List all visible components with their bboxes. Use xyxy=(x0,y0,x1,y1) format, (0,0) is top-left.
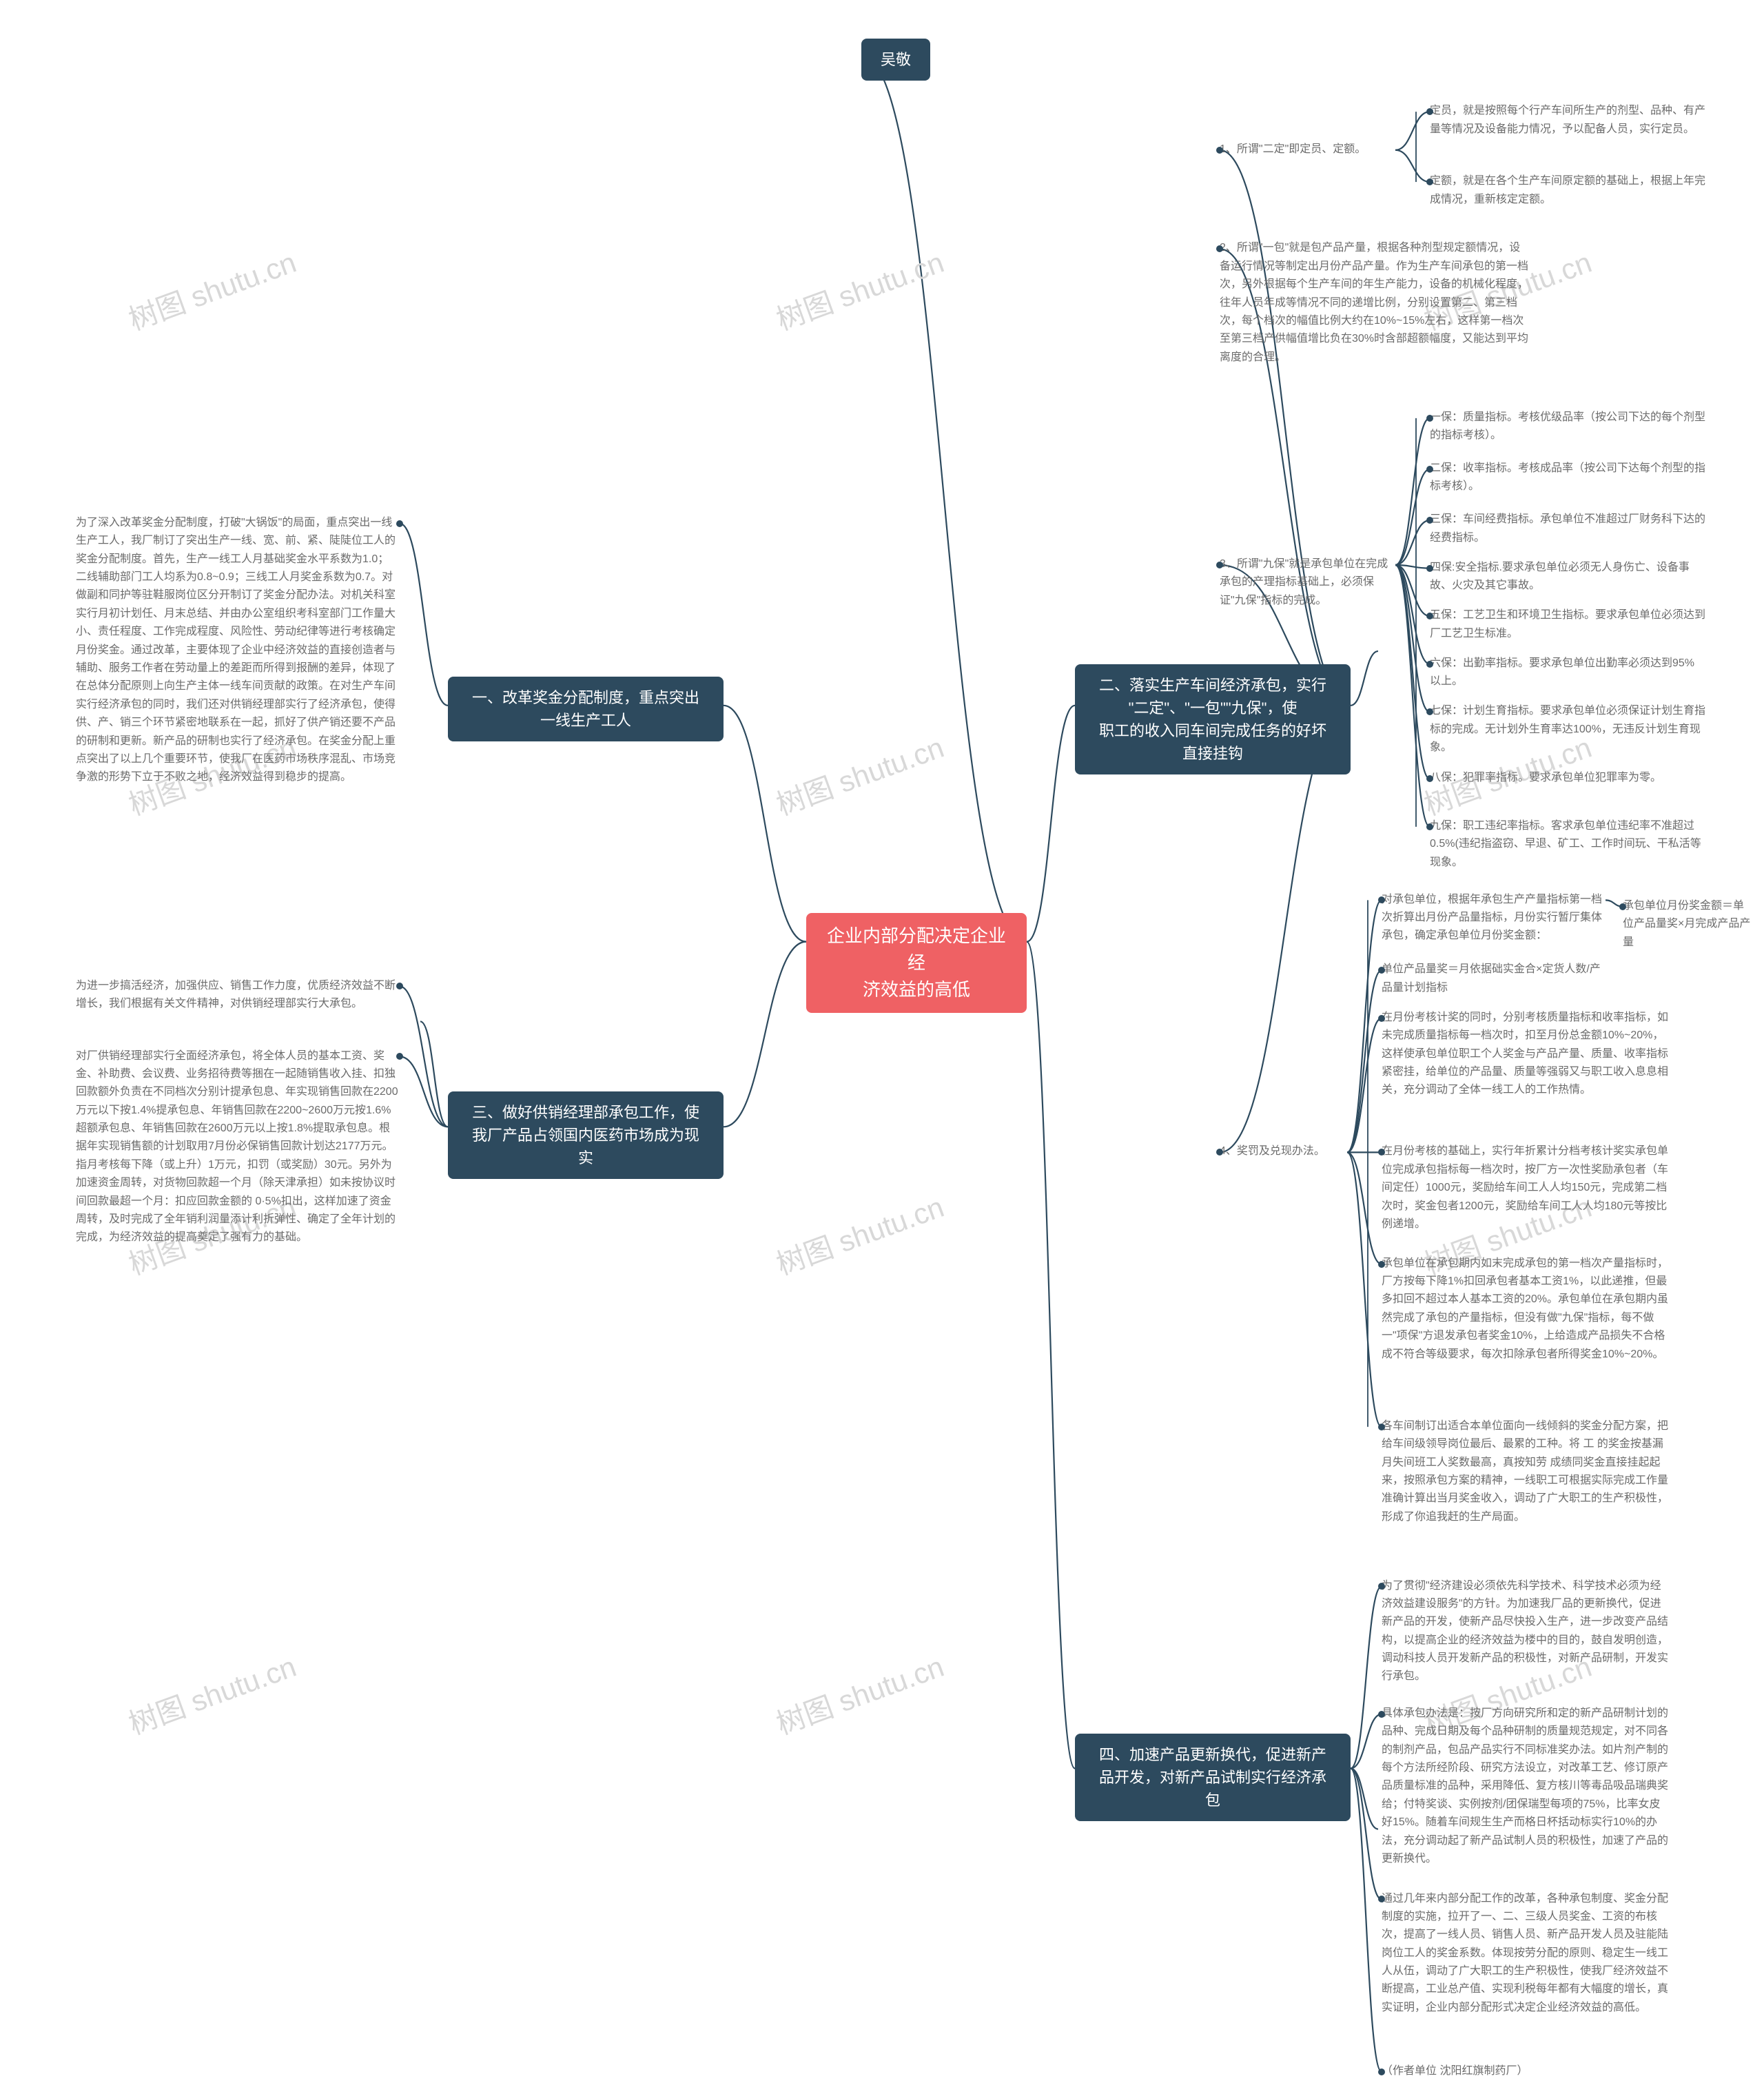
leaf-text: 三保：车间经费指标。承包单位不准超过厂财务科下达的经费指标。 xyxy=(1430,511,1705,547)
leaf-text: 定员，就是按照每个行产车间所生产的剂型、品种、有产量等情况及设备能力情况，予以配… xyxy=(1430,102,1705,138)
leaf-text: 承包单位月份奖金额＝单位产品量奖×月完成产品产量 xyxy=(1623,897,1754,952)
connector-dot xyxy=(1378,2069,1385,2075)
leaf-text: 各车间制订出适合本单位面向一线倾斜的奖金分配方案，把给车间级领导岗位最后、最累的… xyxy=(1382,1417,1671,1526)
leaf-text: 八保：犯罪率指标。要求承包单位犯罪率为零。 xyxy=(1430,769,1705,787)
mindmap-canvas: 树图 shutu.cn 树图 shutu.cn 树图 shutu.cn 树图 shut… xyxy=(0,0,1764,2094)
connector-dot xyxy=(1426,661,1433,668)
connector-dot xyxy=(1378,1261,1385,1268)
leaf-text: 二保：收率指标。考核成品率（按公司下达每个剂型的指标考核）。 xyxy=(1430,460,1705,496)
leaf-text: 在月份考核计奖的同时，分别考核质量指标和收率指标，如未完成质量指标每一档次时，扣… xyxy=(1382,1009,1671,1100)
leaf-text: 六保：出勤率指标。要求承包单位出勤率必须达到95%以上。 xyxy=(1430,655,1705,691)
topic-node: 一、改革奖金分配制度，重点突出 一线生产工人 xyxy=(448,677,724,741)
connector-dot xyxy=(396,1053,403,1060)
topic-node: 四、加速产品更新换代，促进新产 品开发，对新产品试制实行经济承 包 xyxy=(1075,1734,1351,1821)
leaf-text: 4、奖罚及兑现办法。 xyxy=(1220,1142,1351,1160)
leaf-text: 为进一步搞活经济，加强供应、销售工作力度，优质经济效益不断增长，我们根据有关文件… xyxy=(76,977,400,1014)
connector-dot xyxy=(1426,415,1433,422)
leaf-text: 对承包单位，根据年承包生产产量指标第一档次折算出月份产品量指标，月份实行暂厅集体… xyxy=(1382,891,1609,945)
watermark: 树图 shutu.cn xyxy=(770,725,949,824)
watermark: 树图 shutu.cn xyxy=(122,239,301,338)
connector-dot xyxy=(1619,903,1626,910)
topic-node: 吴敬 xyxy=(861,39,930,81)
leaf-text: 对厂供销经理部实行全面经济承包，将全体人员的基本工资、奖金、补助费、会议费、业务… xyxy=(76,1047,400,1247)
leaf-text: 为了深入改革奖金分配制度，打破"大锅饭"的局面，重点突出一线生产工人，我厂制订了… xyxy=(76,514,400,787)
leaf-text: 具体承包办法是：按厂方向研究所和定的新产品研制计划的品种、完成日期及每个品种研制… xyxy=(1382,1705,1671,1869)
leaf-text: 一保：质量指标。考核优级品率（按公司下达的每个剂型的指标考核）。 xyxy=(1430,409,1705,445)
leaf-text: 单位产品量奖＝月依据础实金合×定货人数/产品量计划指标 xyxy=(1382,961,1609,997)
leaf-text: 九保：职工违纪率指标。客求承包单位违纪率不准超过0.5%(违纪指盗窃、早退、矿工… xyxy=(1430,817,1705,872)
leaf-text: 2、所谓"一包"就是包产品产量，根据各种剂型规定额情况，设备运行情况等制定出月份… xyxy=(1220,239,1530,367)
connector-dot xyxy=(396,520,403,527)
watermark: 树图 shutu.cn xyxy=(770,1644,949,1743)
leaf-text: （作者单位 沈阳红旗制药厂） xyxy=(1382,2062,1588,2080)
leaf-text: 为了贯彻"经济建设必须依先科学技术、科学技术必须为经济效益建设服务"的方针。为加… xyxy=(1382,1577,1671,1686)
leaf-text: 1、所谓"二定"即定员、定额。 xyxy=(1220,141,1399,158)
leaf-text: 3、所谓"九保"就是承包单位在完成承包的产理指标基础上，必须保证"九保"指标的完… xyxy=(1220,555,1399,610)
connector-dot xyxy=(1426,178,1433,185)
topic-node: 三、做好供销经理部承包工作，使 我厂产品占领国内医药市场成为现 实 xyxy=(448,1091,724,1179)
leaf-text: 在月份考核的基础上，实行年折累计分档考核计奖实承包单位完成承包指标每一档次时，按… xyxy=(1382,1142,1671,1233)
connector-dot xyxy=(396,983,403,989)
watermark: 树图 shutu.cn xyxy=(770,239,949,338)
connector-dot xyxy=(1426,708,1433,715)
topic-node: 二、落实生产车间经济承包，实行 "二定"、"一包""九保"，使 职工的收入同车间… xyxy=(1075,664,1351,774)
connector-dot xyxy=(1426,565,1433,572)
connector-dot xyxy=(1378,1711,1385,1718)
leaf-text: 定额，就是在各个生产车间原定额的基础上，根据上年完成情况，重新核定定额。 xyxy=(1430,172,1705,209)
root-node: 企业内部分配决定企业经 济效益的高低 xyxy=(806,913,1027,1013)
connector-dot xyxy=(1216,147,1223,154)
leaf-text: 四保:安全指标.要求承包单位必须无人身伤亡、设备事故、火灾及其它事故。 xyxy=(1430,559,1705,595)
watermark: 树图 shutu.cn xyxy=(770,1184,949,1284)
leaf-text: 承包单位在承包期内如末完成承包的第一档次产量指标时，厂方按每下降1%扣回承包者基… xyxy=(1382,1255,1671,1364)
leaf-text: 五保：工艺卫生和环境卫生指标。要求承包单位必须达到厂工艺卫生标准。 xyxy=(1430,606,1705,643)
connector-dot xyxy=(1378,1015,1385,1022)
connector-dot xyxy=(1426,823,1433,830)
watermark: 树图 shutu.cn xyxy=(122,1644,301,1743)
connector-dot xyxy=(1378,1424,1385,1430)
leaf-text: 七保：计划生育指标。要求承包单位必须保证计划生育指标的完成。无计划外生育率达10… xyxy=(1430,702,1705,757)
connector-dot xyxy=(1216,562,1223,568)
connector-dot xyxy=(1426,466,1433,473)
leaf-text: 通过几年来内部分配工作的改革，各种承包制度、奖金分配制度的实施，拉开了一、二、三… xyxy=(1382,1890,1671,2018)
